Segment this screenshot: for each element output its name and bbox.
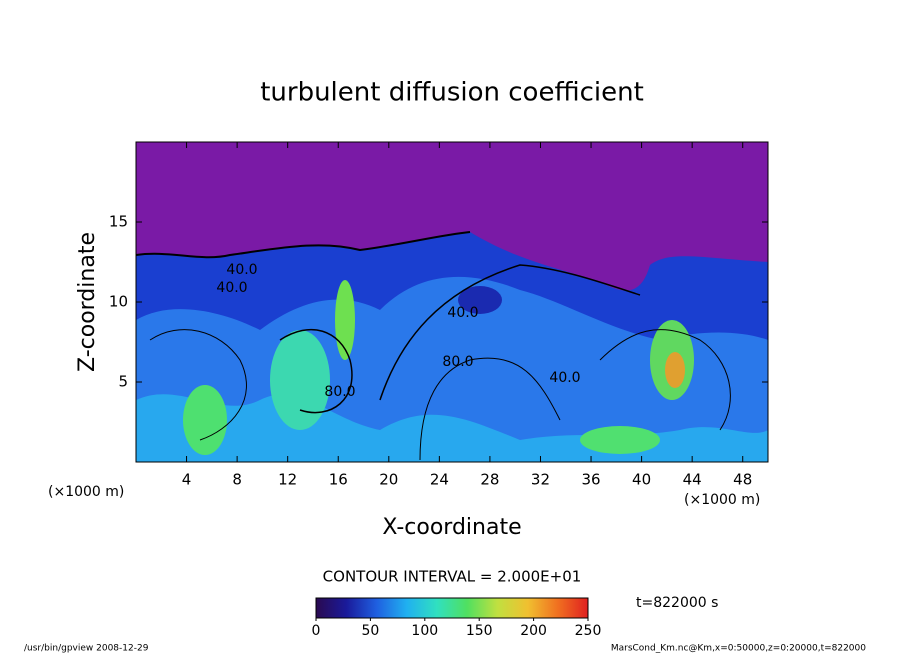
colorbar-tick-label: 250 — [575, 623, 602, 639]
colorbar — [315, 597, 589, 619]
y-tick-label: 15 — [109, 213, 128, 231]
time-label: t=822000 s — [636, 595, 718, 611]
contour-label: 40.0 — [226, 262, 257, 278]
contour-label: 40.0 — [447, 305, 478, 321]
contour-label: 80.0 — [442, 354, 473, 370]
x-tick-label: 48 — [733, 471, 752, 489]
contour-label: 40.0 — [549, 370, 580, 386]
x-axis-label: X-coordinate — [382, 515, 521, 540]
x-tick-label: 24 — [430, 471, 449, 489]
y-tick-label: 5 — [118, 373, 128, 391]
contour-label: 80.0 — [324, 384, 355, 400]
y-axis-label: Z-coordinate — [75, 232, 100, 372]
footer-left: /usr/bin/gpview 2008-12-29 — [24, 644, 149, 654]
colorbar-tick-label: 150 — [466, 623, 493, 639]
chart-title: turbulent diffusion coefficient — [260, 78, 644, 108]
x-tick-label: 16 — [329, 471, 348, 489]
x-unit-label: (×1000 m) — [684, 492, 760, 508]
footer-right: MarsCond_Km.nc@Km,x=0:50000,z=0:20000,t=… — [611, 644, 866, 654]
x-tick-label: 44 — [683, 471, 702, 489]
x-tick-label: 32 — [531, 471, 550, 489]
x-tick-label: 8 — [232, 471, 242, 489]
x-tick-label: 28 — [480, 471, 499, 489]
colorbar-tick-label: 100 — [411, 623, 438, 639]
colorbar-tick-label: 0 — [312, 623, 321, 639]
x-tick-label: 4 — [182, 471, 192, 489]
x-tick-label: 12 — [278, 471, 297, 489]
x-tick-label: 40 — [632, 471, 651, 489]
colorbar-tick-label: 50 — [361, 623, 379, 639]
x-tick-label: 20 — [379, 471, 398, 489]
y-tick-label: 10 — [109, 293, 128, 311]
field — [136, 142, 768, 462]
x-unit-label: (×1000 m) — [48, 484, 124, 500]
x-tick-label: 36 — [581, 471, 600, 489]
contour-label: 40.0 — [216, 280, 247, 296]
contour-interval: CONTOUR INTERVAL = 2.000E+01 — [323, 568, 582, 586]
colorbar-tick-label: 200 — [520, 623, 547, 639]
